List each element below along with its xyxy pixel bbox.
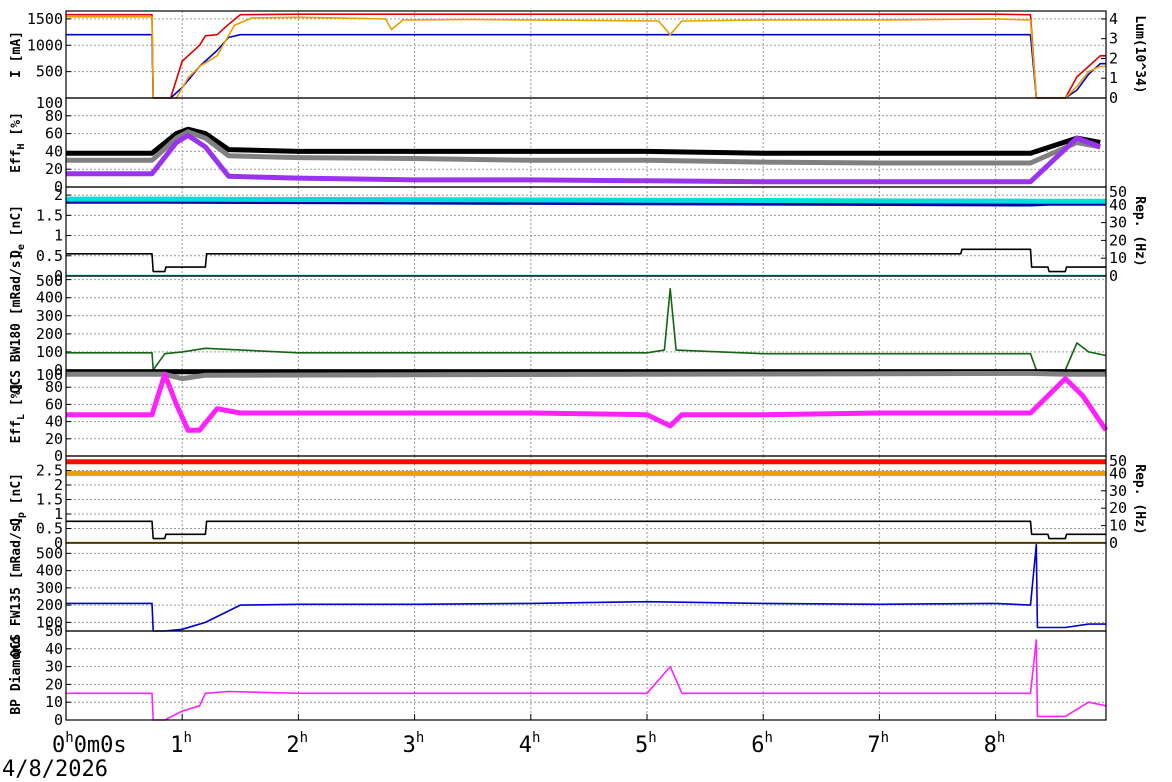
y-axis-label: EffL [%] [9, 383, 27, 444]
y-tick-label: 100 [36, 94, 63, 112]
y2-tick-label: 0 [1109, 89, 1118, 107]
y-tick-label: 0 [54, 534, 63, 552]
series-line [66, 16, 1106, 99]
time-tick-label: 4h [519, 730, 541, 758]
y-axis-label: QCS FW135 [mRad/s] [9, 517, 24, 658]
y-tick-label: 100 [36, 613, 63, 631]
series-line [66, 520, 1106, 540]
series-line [66, 196, 1106, 204]
panel-frame [65, 542, 1107, 632]
y-tick-label: 10 [45, 693, 63, 711]
y-tick-label: 1500 [27, 10, 63, 28]
y-tick-label: 40 [45, 640, 63, 658]
y-tick-label: 2 [54, 476, 63, 494]
series-line [66, 13, 1106, 99]
y2-tick-label: 40 [1109, 196, 1127, 214]
y-tick-label: 80 [45, 378, 63, 396]
y-tick-label: 1 [54, 227, 63, 245]
y-tick-label: 1000 [27, 36, 63, 54]
y-tick-label: 400 [36, 289, 63, 307]
y-tick-label: 0 [54, 267, 63, 285]
y-tick-label: 200 [36, 325, 63, 343]
series-line [66, 33, 1106, 99]
date-label: 4/8/2026 [2, 757, 108, 782]
y-tick-label: 0.5 [36, 247, 63, 265]
series-line [66, 126, 1101, 156]
time-tick-label: 8h [984, 730, 1006, 758]
y2-axis-label: Rep. (Hz) [1132, 196, 1147, 266]
time-tick-label: 0h0m0s [52, 730, 127, 758]
y-tick-label: 0 [54, 178, 63, 196]
y-axis-label: BP Diamond [9, 636, 24, 714]
y-tick-label: 2 [54, 186, 63, 204]
y-tick-label: 40 [45, 413, 63, 431]
y-tick-label: 0 [54, 447, 63, 465]
y-tick-label: 100 [36, 366, 63, 384]
series-line [66, 129, 1101, 166]
y2-tick-label: 3 [1109, 30, 1118, 48]
time-tick-label: 3h [403, 730, 425, 758]
panel-frame [65, 10, 1107, 99]
y2-tick-label: 20 [1109, 231, 1127, 249]
y2-tick-label: 10 [1109, 249, 1127, 267]
time-tick-label: 2h [286, 730, 308, 758]
y2-tick-label: 1 [1109, 69, 1118, 87]
time-tick-label: 5h [635, 730, 657, 758]
y-tick-label: 0 [54, 361, 63, 379]
y-tick-label: 300 [36, 579, 63, 597]
y-tick-label: 80 [45, 107, 63, 125]
y-tick-label: 20 [45, 160, 63, 178]
y-axis-label: Qp [nC] [9, 473, 27, 526]
y2-tick-label: 50 [1109, 452, 1127, 470]
time-tick-label: 7h [867, 730, 889, 758]
series-line [66, 132, 1102, 185]
y-tick-label: 400 [36, 562, 63, 580]
y2-tick-label: 20 [1109, 499, 1127, 517]
y-tick-label: 60 [45, 125, 63, 143]
y2-tick-label: 10 [1109, 517, 1127, 535]
y-tick-label: 0.5 [36, 520, 63, 538]
series-line [66, 248, 1106, 273]
y2-tick-label: 2 [1109, 49, 1118, 67]
y2-tick-label: 0 [1109, 267, 1118, 285]
panel-frame [65, 630, 1107, 721]
y2-tick-label: 0 [1109, 534, 1118, 552]
series-line [66, 639, 1107, 721]
y-axis-label: QCS BW180 [mRad/s] [9, 253, 24, 394]
y-tick-label: 500 [36, 63, 63, 81]
y-tick-label: 40 [45, 142, 63, 160]
y-tick-label: 0 [54, 711, 63, 729]
y-tick-label: 500 [36, 544, 63, 562]
y-tick-label: 500 [36, 272, 63, 290]
y-tick-label: 1.5 [36, 491, 63, 509]
panel-frame [65, 275, 1107, 371]
time-tick-label: 6h [751, 730, 773, 758]
y2-tick-label: 30 [1109, 482, 1127, 500]
y-tick-label: 20 [45, 675, 63, 693]
y2-axis-label: Lum(10^34) [1132, 15, 1147, 93]
series-line [66, 370, 1106, 382]
y-axis-label: Qe [nC] [9, 205, 27, 258]
y-tick-label: 100 [36, 343, 63, 361]
y2-tick-label: 40 [1109, 464, 1127, 482]
y-tick-label: 50 [45, 622, 63, 640]
y-tick-label: 20 [45, 430, 63, 448]
y-tick-label: 2.5 [36, 462, 63, 480]
y2-tick-label: 50 [1109, 183, 1127, 201]
y-tick-label: 200 [36, 596, 63, 614]
y-tick-label: 1.5 [36, 206, 63, 224]
y-tick-label: 300 [36, 307, 63, 325]
y-axis-label: I [mA] [9, 31, 24, 78]
series-line [66, 371, 1109, 433]
y-tick-label: 60 [45, 395, 63, 413]
y2-tick-label: 4 [1109, 10, 1118, 28]
y-tick-label: 1 [54, 505, 63, 523]
y-tick-label: 30 [45, 658, 63, 676]
series-line [66, 287, 1107, 371]
time-tick-label: 1h [170, 730, 192, 758]
y2-tick-label: 30 [1109, 214, 1127, 232]
y-axis-label: EffH [%] [9, 112, 27, 173]
y2-axis-label: Rep. (Hz) [1132, 464, 1147, 534]
